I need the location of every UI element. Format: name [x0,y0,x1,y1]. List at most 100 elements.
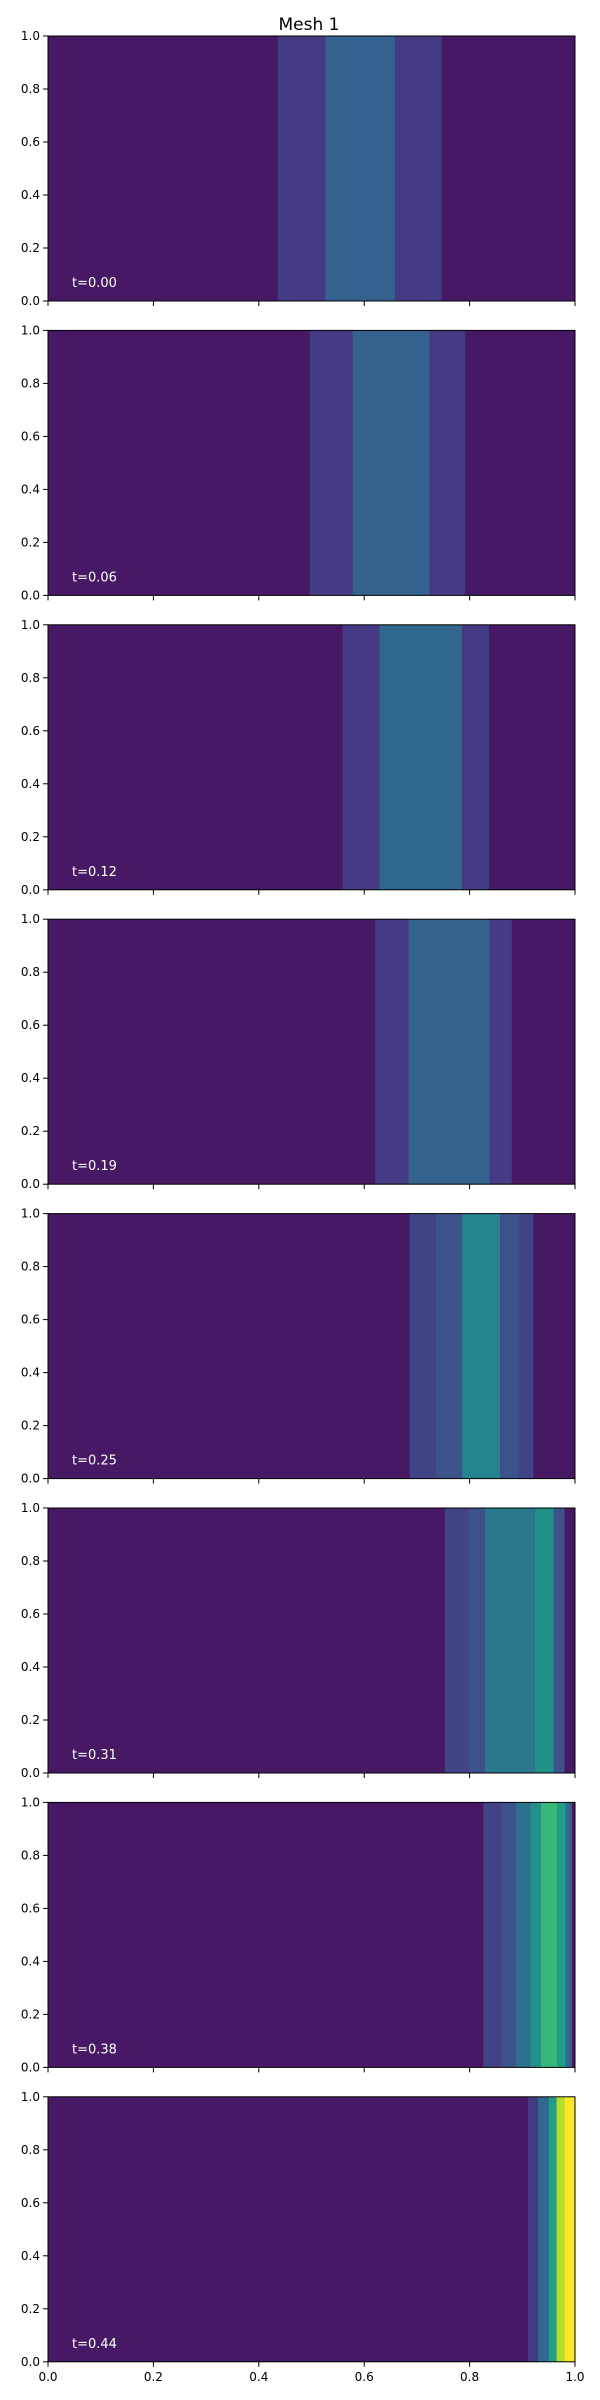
time-label: t=0.19 [72,1159,117,1174]
y-tick-label: 0.8 [21,1260,40,1274]
heatmap-band [534,1508,554,1773]
y-tick-label: 0.8 [21,965,40,979]
heatmap-band [553,1508,565,1773]
heatmap-background [48,624,575,890]
heatmap-band [352,330,430,596]
x-tick-label: 0.6 [355,2370,374,2384]
y-tick-label: 0.6 [21,2196,40,2210]
x-tick-label: 0.0 [38,2370,57,2384]
y-tick-label: 0.6 [21,1018,40,1032]
heatmap-band [395,36,442,301]
panel-6: 0.0 0.2 0.4 0.6 0.8 1.0 t=0.31 [21,1501,576,1780]
figure-title: Mesh 1 [279,15,340,35]
time-label: t=0.31 [72,1748,117,1763]
y-tick-label: 0.8 [21,82,40,96]
x-tick-label: 0.4 [249,2370,268,2384]
y-tick-label: 1.0 [21,912,40,926]
heatmap-band [462,1213,501,1479]
y-tick-label: 0.8 [21,1848,40,1862]
x-tick-label: 0.2 [144,2370,163,2384]
panel-8: 0.0 0.2 0.4 0.6 0.8 1.0 0.0 0.2 0.4 0.6 0.8 1.0 t=0.… [21,2090,585,2384]
y-tick-label: 0.2 [21,241,40,255]
axes-frame [47,2096,576,2363]
heatmap-band [519,1213,534,1479]
time-label: t=0.12 [72,865,117,880]
heatmap-band [435,1213,463,1479]
heatmap-band [565,1802,572,2068]
heatmap-band [548,2096,557,2362]
heatmap-band [325,36,396,301]
y-tick-label: 0.0 [21,1766,40,1780]
y-tick-label: 1.0 [21,618,40,632]
heatmap-band [444,1508,469,1773]
y-tick-label: 0.0 [21,294,40,308]
y-tick-label: 0.6 [21,1901,40,1915]
heatmap-band [515,1802,531,2068]
time-label: t=0.06 [72,570,117,585]
heatmap-band [468,1508,485,1773]
y-tick-label: 1.0 [21,323,40,337]
y-tick-label: 0.8 [21,671,40,685]
y-tick-label: 0.0 [21,588,40,602]
heatmap-band [538,2096,549,2362]
y-tick-label: 0.2 [21,830,40,844]
heatmap-band [500,1213,520,1479]
y-tick-label: 0.8 [21,376,40,390]
panel-4: 0.0 0.2 0.4 0.6 0.8 1.0 t=0.19 [21,912,576,1191]
y-tick-label: 0.4 [21,1660,40,1674]
y-tick-label: 0.8 [21,2143,40,2157]
y-tick-label: 1.0 [21,1501,40,1515]
panels: 0.0 0.2 0.4 0.6 0.8 1.0 t=0.00 0.0 0.2 0.4 0.6 0.8 1… [21,29,585,2384]
panel-1: 0.0 0.2 0.4 0.6 0.8 1.0 t=0.00 [21,29,576,308]
y-tick-label: 0.4 [21,2249,40,2263]
x-tick-label: 1.0 [565,2370,584,2384]
heatmap-background [48,2096,575,2362]
panel-7: 0.0 0.2 0.4 0.6 0.8 1.0 t=0.38 [21,1795,576,2074]
y-tick-label: 0.4 [21,1954,40,1968]
axes-frame [47,1213,576,1480]
heatmap-band [375,919,409,1185]
y-tick-label: 0.2 [21,1419,40,1433]
axes-frame [47,1507,576,1774]
y-tick-label: 0.6 [21,1313,40,1327]
heatmap-band [408,919,490,1185]
y-tick-label: 1.0 [21,1207,40,1221]
heatmap-band [429,330,466,596]
heatmap-band [462,624,490,890]
y-tick-label: 0.0 [21,1177,40,1191]
axes-frame [47,35,576,302]
y-tick-label: 0.4 [21,188,40,202]
heatmap-band [484,1508,535,1773]
y-tick-label: 0.2 [21,1124,40,1138]
y-tick-label: 0.6 [21,724,40,738]
heatmap-band [489,919,512,1185]
y-tick-label: 0.2 [21,1713,40,1727]
y-tick-label: 0.2 [21,2302,40,2316]
heatmap-band [530,1802,541,2068]
heatmap-band [409,1213,436,1479]
y-tick-label: 1.0 [21,1795,40,1809]
y-tick-label: 0.0 [21,883,40,897]
y-tick-label: 0.4 [21,1071,40,1085]
y-tick-label: 1.0 [21,29,40,43]
y-tick-label: 0.8 [21,1554,40,1568]
y-tick-label: 0.2 [21,535,40,549]
axes-frame [47,918,576,1185]
heatmap-band [564,2096,575,2362]
heatmap-band [501,1802,516,2068]
heatmap-band [528,2096,539,2362]
heatmap-band [309,330,353,596]
y-tick-label: 0.0 [21,2060,40,2074]
y-tick-label: 0.6 [21,1607,40,1621]
time-label: t=0.25 [72,1454,117,1469]
heatmap-band [379,624,463,890]
axes-frame [47,1801,576,2068]
panel-3: 0.0 0.2 0.4 0.6 0.8 1.0 t=0.12 [21,618,576,897]
y-tick-label: 0.4 [21,482,40,496]
y-tick-label: 0.2 [21,2007,40,2021]
heatmap-band [556,2096,565,2362]
y-tick-label: 1.0 [21,2090,40,2104]
heatmap-band [342,624,380,890]
y-tick-label: 0.4 [21,777,40,791]
